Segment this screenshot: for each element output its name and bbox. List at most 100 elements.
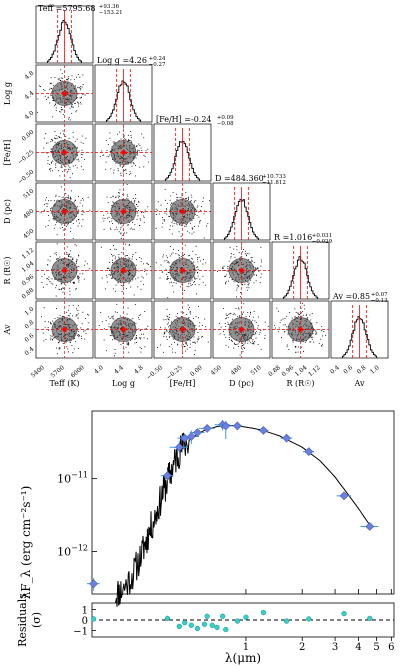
diamond-marker <box>304 447 314 457</box>
title-minus-av: −0.13 <box>371 298 388 304</box>
ylabel-1: [Fe/H] <box>3 140 12 166</box>
median-marker <box>62 91 67 96</box>
panel-dist-dist <box>212 182 271 241</box>
ylabel-0: Log g <box>3 82 12 105</box>
xtick-av: 0.4 <box>329 364 341 376</box>
ytick-label: −1 <box>73 627 88 638</box>
residual-point <box>219 613 226 619</box>
xtick-label: 2 <box>299 642 305 653</box>
residual-point <box>223 626 229 633</box>
title-minus-rad: −0.029 <box>312 239 333 245</box>
residual-point <box>243 614 249 620</box>
photometry-point <box>189 428 205 437</box>
residual-point <box>164 615 171 622</box>
median-marker <box>180 209 185 214</box>
ytick-3: 1.12 <box>21 247 36 261</box>
residual-point <box>283 618 290 624</box>
panel-teff-feh <box>35 123 94 182</box>
sed-frame <box>91 410 395 595</box>
ylabel-3: R (R☉) <box>3 256 12 284</box>
ytick-4: 0.6 <box>23 332 35 344</box>
title-plus-av: +0.07 <box>371 292 388 298</box>
photometry-point <box>219 420 232 440</box>
photometry-point <box>257 425 269 435</box>
diamond-marker <box>174 442 184 452</box>
median-marker <box>298 327 303 332</box>
ytick-3: 0.88 <box>21 287 36 301</box>
residual-point <box>201 621 208 627</box>
xtick-rad: 0.96 <box>280 364 295 378</box>
median-marker <box>62 209 67 214</box>
title-minus-dist: −11.812 <box>262 180 286 186</box>
ytick-label: 10−12 <box>57 543 88 558</box>
xtick-logg: 4.0 <box>93 364 105 376</box>
xtick-av: 0.8 <box>356 364 368 376</box>
xtick-label: 6 <box>388 642 394 653</box>
xtick-logg: 4.8 <box>133 364 145 376</box>
diamond-marker <box>221 421 231 431</box>
residual-point <box>194 625 201 632</box>
ylabel-4: Av <box>3 324 12 335</box>
residual-point <box>367 615 373 622</box>
residual-point <box>214 624 220 631</box>
title-dist: D =484.360 <box>215 174 264 183</box>
photometry-point <box>198 423 215 433</box>
panel-teff-rad <box>35 241 94 300</box>
title-teff: Teff =5795.68 <box>38 4 95 13</box>
xlabel-rad: R (R☉) <box>286 379 314 388</box>
xtick-rad: 1.04 <box>294 364 309 378</box>
ytick-label: 10−11 <box>57 471 88 486</box>
ytick-2: 480 <box>22 208 35 221</box>
median-marker <box>121 209 126 214</box>
median-marker <box>62 327 67 332</box>
photometry-point <box>360 522 379 531</box>
xlabel-av: Av <box>354 379 365 388</box>
xtick-rad: 1.12 <box>307 364 322 378</box>
photometry-point <box>302 447 315 457</box>
median-marker <box>239 268 244 273</box>
panel-rad-rad <box>271 241 330 300</box>
diamond-marker <box>193 428 202 437</box>
residual-point <box>341 610 347 617</box>
ytick-3: 0.96 <box>21 273 36 287</box>
xtick-dist: 510 <box>249 364 262 377</box>
ytick-4: 1.0 <box>23 306 35 318</box>
median-marker <box>180 268 185 273</box>
panel-dist-rad <box>212 241 271 300</box>
residual-point <box>306 616 312 622</box>
photometry-point <box>280 433 293 443</box>
ytick-2: 450 <box>22 228 35 241</box>
ytick-1: −0.25 <box>17 149 36 166</box>
title-plus-teff: +93.36 <box>99 4 120 10</box>
xtick-feh: −0.50 <box>145 364 164 381</box>
residual-point <box>204 613 210 619</box>
xtick-av: 1.0 <box>369 364 381 376</box>
median-marker <box>121 327 126 332</box>
ytick-4: 0.4 <box>23 346 35 358</box>
xtick-label: 4 <box>355 642 361 653</box>
residual-point <box>188 622 194 628</box>
panel-teff-logg <box>35 64 94 123</box>
diamond-marker <box>365 522 375 531</box>
title-plus-feh: +0.09 <box>217 115 234 121</box>
title-minus-feh: −0.08 <box>217 121 234 127</box>
title-plus-logg: +0.24 <box>149 56 166 62</box>
ytick-0: 4.8 <box>23 70 35 82</box>
residual-point <box>260 609 267 616</box>
panel-feh-dist <box>153 182 212 241</box>
photometry-point <box>86 578 100 591</box>
panel-dist-av <box>212 300 271 359</box>
xtick-label: 5 <box>373 642 379 653</box>
ylabel-2: D (pc) <box>3 199 12 224</box>
resid-xlabel: λ(μm) <box>225 651 261 665</box>
title-minus-logg: −0.27 <box>149 62 166 68</box>
panel-logg-dist <box>94 182 153 241</box>
photometry-point <box>336 491 352 501</box>
ytick-label: 0 <box>82 616 88 627</box>
panel-av-av <box>330 300 389 359</box>
residual-point <box>234 618 241 624</box>
panel-logg-feh <box>94 123 153 182</box>
diamond-marker <box>186 432 196 441</box>
residual-point <box>176 623 182 630</box>
